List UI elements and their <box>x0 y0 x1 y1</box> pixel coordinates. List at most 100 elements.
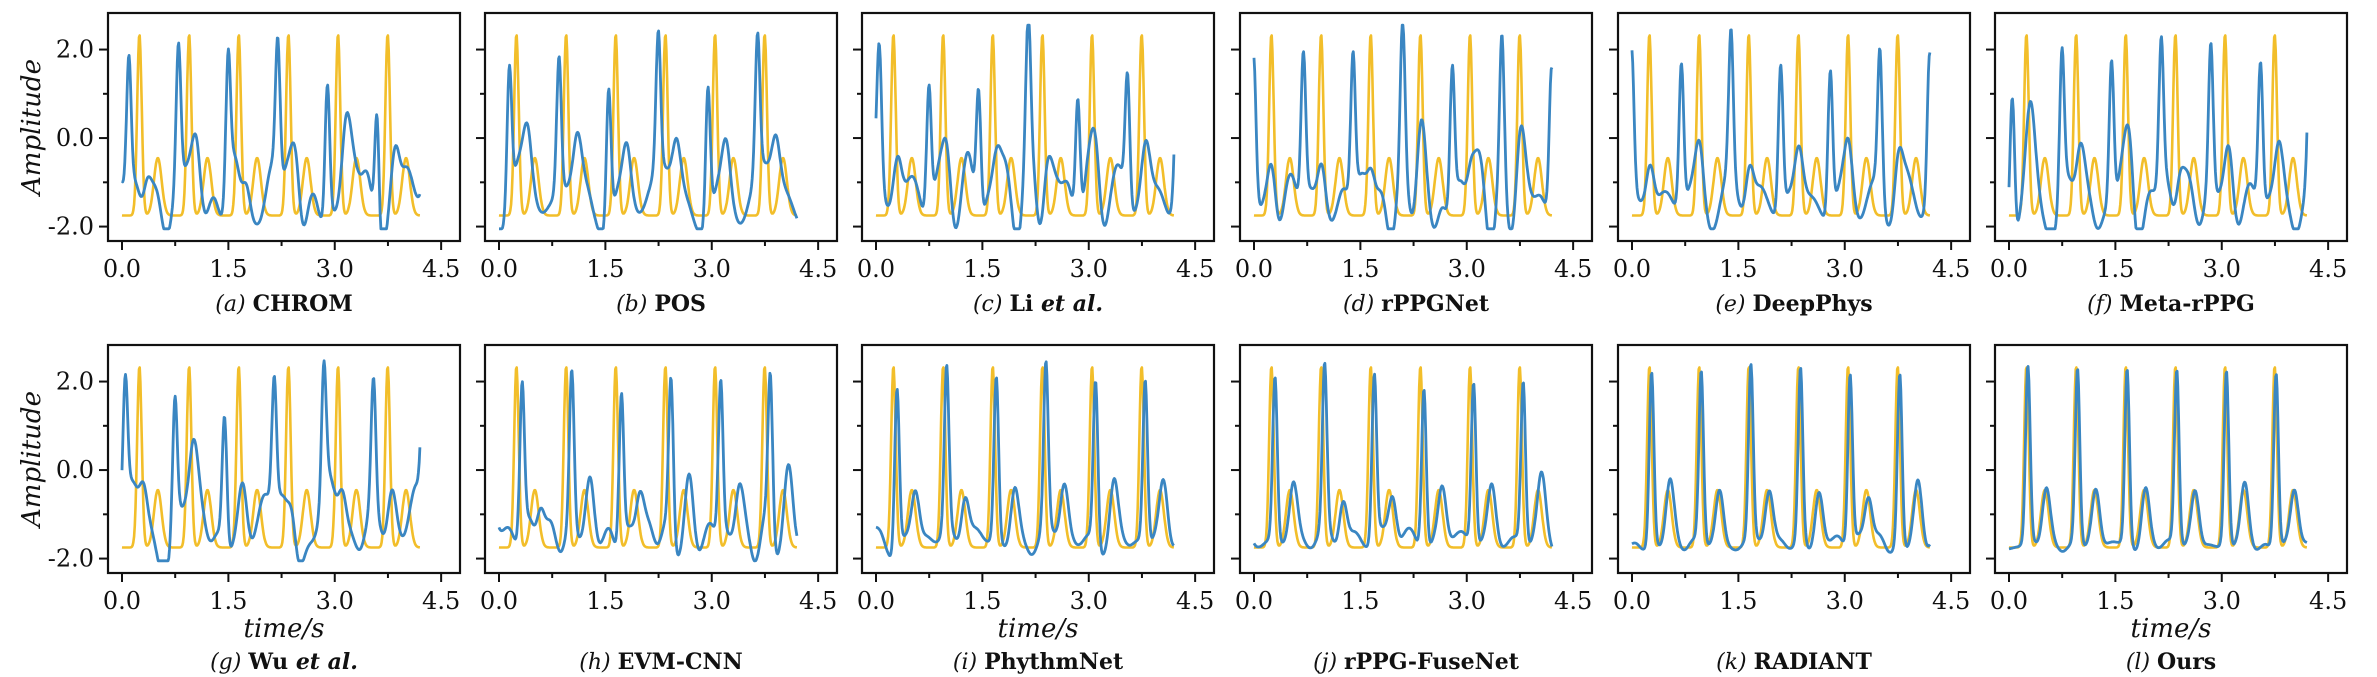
subplot-caption: (h) EVM-CNN <box>579 649 742 675</box>
x-tick-label: 3.0 <box>316 255 354 283</box>
ground-truth-line <box>1631 34 1931 217</box>
plot-frame <box>1616 11 1972 243</box>
prediction-line <box>121 36 422 231</box>
x-tick-label: 3.0 <box>693 255 731 283</box>
subplot-caption: (k) RADIANT <box>1716 649 1872 675</box>
y-axis-title: Amplitude <box>17 59 47 197</box>
x-tick-label: 4.5 <box>1932 587 1970 615</box>
caption-letter: (j) <box>1313 650 1344 675</box>
x-tick-label: 0.0 <box>1990 255 2028 283</box>
subplot-caption: (e) DeepPhys <box>1715 291 1872 317</box>
x-tick-label: 0.0 <box>857 255 895 283</box>
x-axis-title: time/s <box>998 614 1079 644</box>
caption-letter: (a) <box>215 292 252 317</box>
y-tick-label: 0.0 <box>56 456 94 484</box>
x-tick-label: 0.0 <box>1990 587 2028 615</box>
x-tick-label: 1.5 <box>963 587 1001 615</box>
x-tick-label: 1.5 <box>586 587 624 615</box>
caption-method: rPPGNet <box>1381 291 1490 317</box>
prediction-line <box>498 29 799 231</box>
caption-letter: (g) <box>210 650 248 675</box>
x-tick-label: 3.0 <box>1826 587 1864 615</box>
plot-frame <box>106 11 462 243</box>
x-tick-label: 0.0 <box>480 255 518 283</box>
y-tick-label: -2.0 <box>48 213 94 241</box>
plot-frame <box>106 343 462 575</box>
caption-letter: (k) <box>1716 650 1754 675</box>
x-tick-label: 3.0 <box>1448 255 1486 283</box>
caption-method: Meta-rPPG <box>2119 291 2254 317</box>
subplot-b: 0.0 1.5 3.0 4.5 (b) POS <box>476 11 839 317</box>
subplot-caption: (b) POS <box>616 291 706 317</box>
caption-method: DeepPhys <box>1753 291 1873 317</box>
x-axis-title: time/s <box>2131 614 2212 644</box>
subplot-caption: (c) Li et al. <box>973 291 1103 317</box>
y-tick-label: -2.0 <box>48 545 94 573</box>
ground-truth-line <box>2008 366 2308 549</box>
prediction-line <box>497 369 799 563</box>
caption-letter: (i) <box>953 650 984 675</box>
x-tick-label: 3.0 <box>1070 255 1108 283</box>
y-tick-label: 2.0 <box>56 36 94 64</box>
x-tick-label: 1.5 <box>586 255 624 283</box>
x-tick-label: 3.0 <box>693 587 731 615</box>
x-tick-label: 1.5 <box>1341 587 1379 615</box>
caption-method: RADIANT <box>1754 649 1873 675</box>
caption-method: rPPG-FuseNet <box>1344 649 1520 675</box>
x-tick-label: 0.0 <box>103 587 141 615</box>
caption-letter: (f) <box>2087 292 2119 317</box>
prediction-line <box>2007 35 2309 231</box>
plot-frame <box>1238 343 1594 575</box>
x-tick-label: 1.5 <box>2096 587 2134 615</box>
plot-frame <box>483 343 839 575</box>
subplot-caption: (a) CHROM <box>215 291 352 317</box>
prediction-line <box>1252 361 1554 550</box>
x-tick-label: 4.5 <box>1176 587 1214 615</box>
subplot-c: 0.0 1.5 3.0 4.5 (c) Li et al. <box>853 11 1216 317</box>
y-tick-label: 2.0 <box>56 368 94 396</box>
prediction-line <box>1252 23 1554 231</box>
x-tick-label: 4.5 <box>2309 587 2347 615</box>
prediction-line <box>1630 28 1932 231</box>
x-tick-label: 4.5 <box>1554 255 1592 283</box>
caption-letter: (e) <box>1715 292 1752 317</box>
x-tick-label: 4.5 <box>1554 587 1592 615</box>
subplot-g: 2.0 0.0 -2.0 0.0 1.5 3.0 4.5 Amplitude time/s (g)… <box>17 343 462 675</box>
caption-method: POS <box>654 291 706 317</box>
caption-letter: (c) <box>973 292 1009 317</box>
caption-method: Ours <box>2157 649 2216 675</box>
caption-letter: (h) <box>579 650 617 675</box>
ground-truth-line <box>875 34 1175 217</box>
caption-method: Wu <box>247 649 295 675</box>
x-axis-title: time/s <box>244 614 325 644</box>
subplot-e: 0.0 1.5 3.0 4.5 (e) DeepPhys <box>1609 11 1972 317</box>
plot-frame <box>1993 343 2349 575</box>
x-tick-label: 0.0 <box>1235 587 1273 615</box>
subplot-caption: (g) Wu et al. <box>210 649 358 675</box>
subplot-caption: (j) rPPG-FuseNet <box>1313 649 1520 675</box>
subplot-l: 0.0 1.5 3.0 4.5 time/s (l) Ours <box>1986 343 2349 675</box>
plot-frame <box>860 11 1216 243</box>
subplot-caption: (d) rPPGNet <box>1343 291 1490 317</box>
x-tick-label: 1.5 <box>1719 255 1757 283</box>
x-tick-label: 1.5 <box>1719 587 1757 615</box>
caption-method: Li <box>1009 291 1041 317</box>
x-tick-label: 3.0 <box>316 587 354 615</box>
plot-frame <box>483 11 839 243</box>
x-tick-label: 4.5 <box>422 587 460 615</box>
subplot-caption: (l) Ours <box>2126 649 2216 675</box>
subplot-caption: (f) Meta-rPPG <box>2087 291 2255 317</box>
prediction-line <box>2008 364 2308 553</box>
ground-truth-line <box>875 366 1175 549</box>
x-tick-label: 3.0 <box>2203 255 2241 283</box>
ground-truth-line <box>2008 34 2308 217</box>
prediction-line <box>1631 363 1932 554</box>
caption-letter: (l) <box>2126 650 2157 675</box>
subplot-caption: (i) PhythmNet <box>953 649 1124 675</box>
x-tick-label: 0.0 <box>103 255 141 283</box>
prediction-line <box>120 359 422 563</box>
plot-frame <box>860 343 1216 575</box>
x-tick-label: 4.5 <box>799 587 837 615</box>
x-tick-label: 3.0 <box>1070 587 1108 615</box>
